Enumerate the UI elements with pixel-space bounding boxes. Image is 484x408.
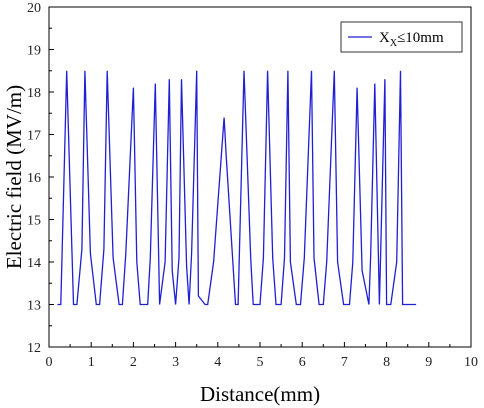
x-tick-label: 1 — [88, 355, 95, 370]
legend-label-main: X — [379, 30, 390, 46]
y-tick-label: 19 — [27, 44, 41, 59]
x-axis: 0 1 2 3 4 5 6 7 8 9 10 — [46, 342, 478, 370]
x-tick-label: 6 — [299, 355, 306, 370]
y-axis: 12 13 14 15 16 17 18 19 20 — [27, 1, 54, 356]
y-tick-label: 15 — [27, 214, 41, 229]
plot-area — [57, 70, 417, 306]
x-tick-label: 4 — [214, 355, 221, 370]
y-tick-label: 20 — [27, 1, 41, 16]
x-tick-label: 2 — [130, 355, 137, 370]
x-tick-label: 8 — [383, 355, 390, 370]
y-tick-label: 12 — [27, 341, 41, 356]
x-tick-label: 9 — [425, 355, 432, 370]
legend-label-subscript: X — [390, 38, 398, 49]
y-tick-label: 18 — [27, 86, 41, 101]
x-tick-label: 3 — [172, 355, 179, 370]
legend-label: XX≤10mm — [379, 30, 444, 49]
x-tick-label: 5 — [257, 355, 264, 370]
legend-label-suffix: ≤10mm — [397, 30, 444, 46]
x-tick-label: 7 — [341, 355, 348, 370]
series-line — [57, 70, 417, 306]
y-tick-label: 17 — [27, 129, 41, 144]
y-axis-title: Electric field (MV/m) — [2, 85, 26, 269]
x-axis-title: Distance(mm) — [200, 382, 320, 406]
x-tick-label: 0 — [46, 355, 53, 370]
y-tick-label: 14 — [27, 256, 41, 271]
legend: XX≤10mm — [340, 21, 463, 53]
y-tick-label: 16 — [27, 171, 41, 186]
y-tick-label: 13 — [27, 299, 41, 314]
x-tick-label: 10 — [464, 355, 478, 370]
